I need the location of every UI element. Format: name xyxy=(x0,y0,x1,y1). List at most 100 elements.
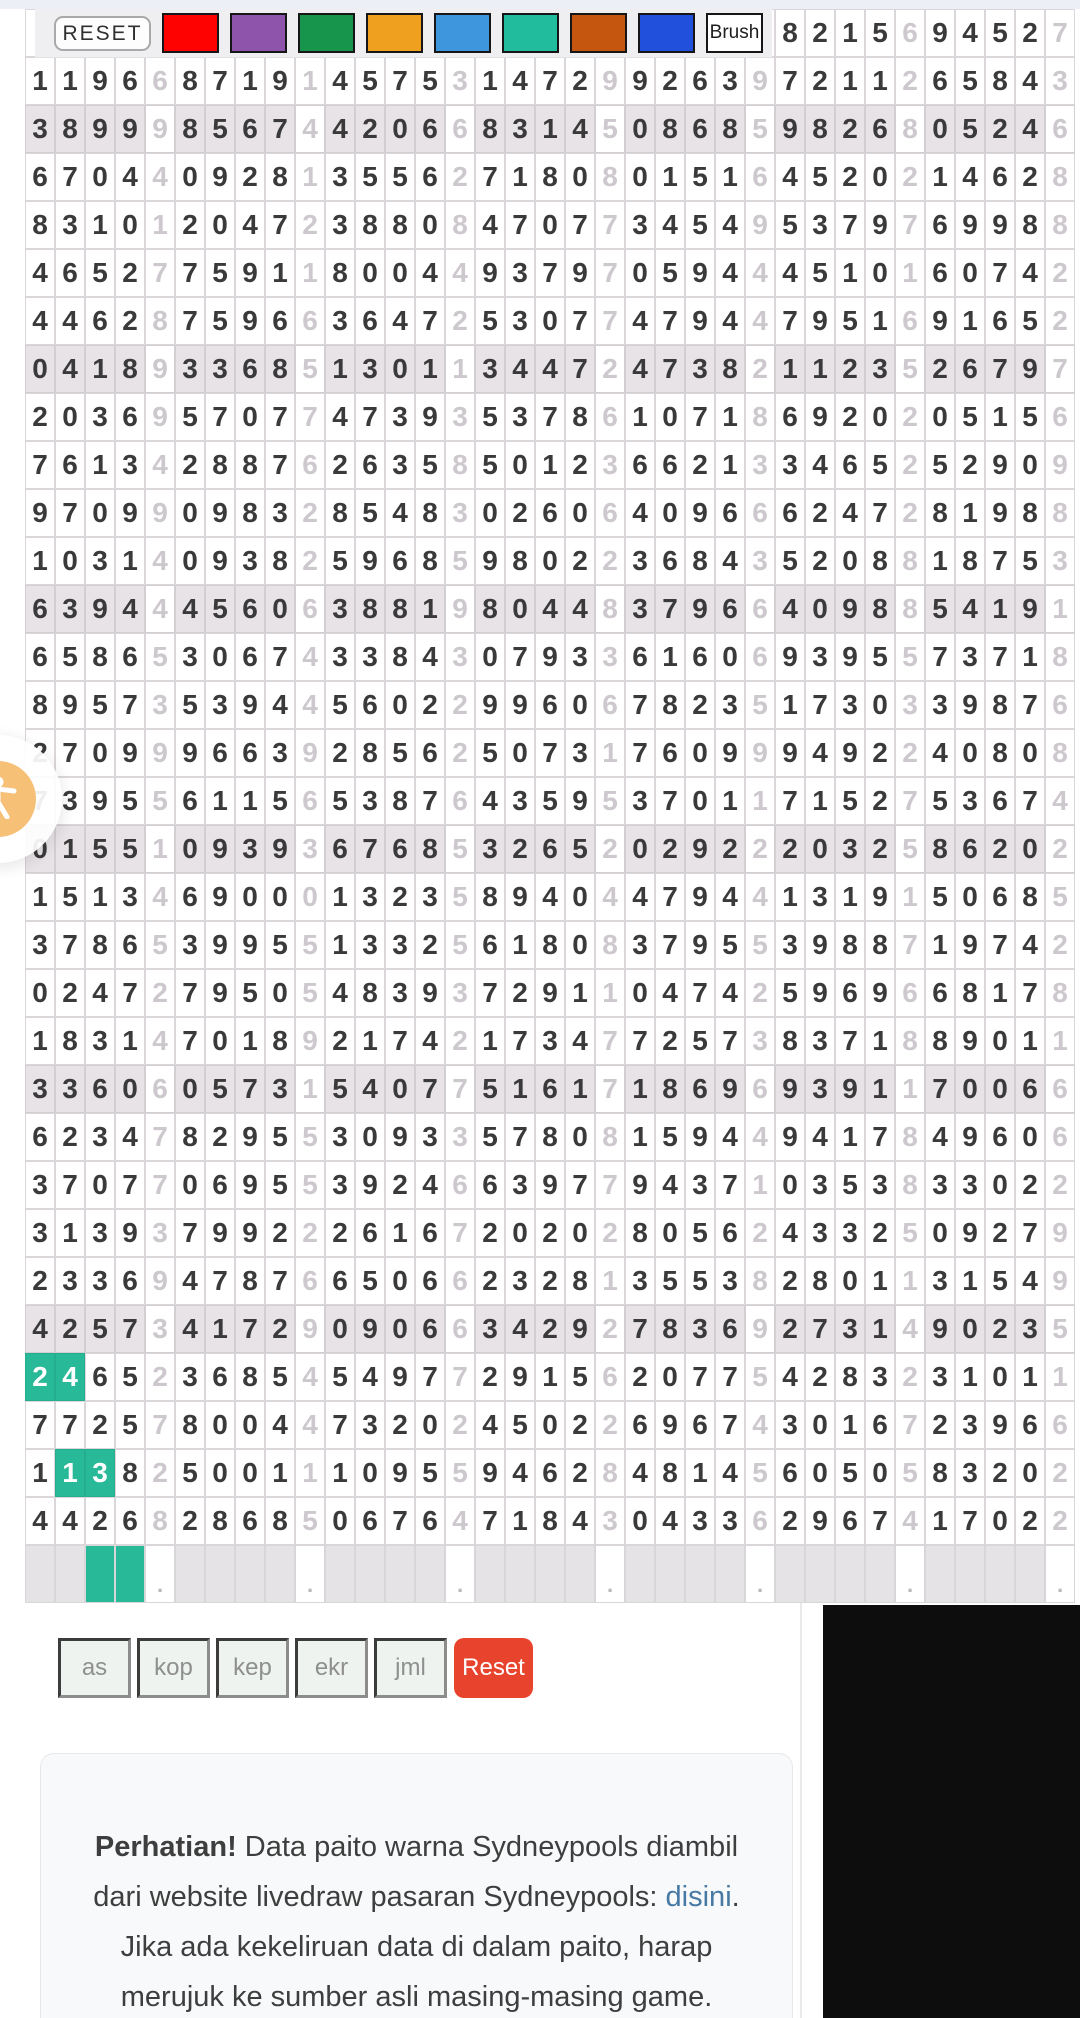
digit-cell[interactable]: 6 xyxy=(85,1065,115,1113)
digit-cell[interactable]: 7 xyxy=(175,1017,205,1065)
digit-cell[interactable]: 6 xyxy=(985,873,1015,921)
digit-cell[interactable]: 6 xyxy=(625,633,655,681)
sum-cell[interactable]: 9 xyxy=(745,729,775,777)
digit-cell[interactable]: 6 xyxy=(655,537,685,585)
digit-cell[interactable]: 3 xyxy=(625,1257,655,1305)
digit-cell[interactable]: 7 xyxy=(685,393,715,441)
digit-cell[interactable]: 3 xyxy=(325,1113,355,1161)
digit-cell[interactable]: 3 xyxy=(835,825,865,873)
sum-cell[interactable]: 3 xyxy=(145,681,175,729)
digit-cell[interactable]: 8 xyxy=(175,57,205,105)
footer-cell[interactable] xyxy=(985,1545,1015,1603)
digit-cell[interactable]: 0 xyxy=(115,1065,145,1113)
digit-cell[interactable]: 0 xyxy=(115,201,145,249)
digit-cell[interactable]: 2 xyxy=(865,777,895,825)
digit-cell[interactable]: 1 xyxy=(835,249,865,297)
footer-cell[interactable]: . xyxy=(1045,1545,1075,1603)
digit-cell[interactable]: 0 xyxy=(865,393,895,441)
digit-cell[interactable]: 3 xyxy=(325,297,355,345)
digit-cell[interactable]: 3 xyxy=(805,1161,835,1209)
digit-cell[interactable]: 5 xyxy=(205,585,235,633)
digit-cell[interactable]: 7 xyxy=(655,777,685,825)
digit-cell[interactable]: 8 xyxy=(415,537,445,585)
digit-cell[interactable]: 3 xyxy=(175,1353,205,1401)
digit-cell[interactable]: 7 xyxy=(565,201,595,249)
digit-cell[interactable]: 0 xyxy=(805,1401,835,1449)
digit-cell[interactable]: 0 xyxy=(205,1401,235,1449)
digit-cell[interactable]: 9 xyxy=(865,969,895,1017)
digit-cell[interactable]: 8 xyxy=(265,345,295,393)
digit-cell[interactable]: 8 xyxy=(535,1497,565,1545)
digit-cell[interactable]: 0 xyxy=(625,249,655,297)
digit-cell[interactable]: 7 xyxy=(925,633,955,681)
digit-cell[interactable]: 0 xyxy=(385,105,415,153)
digit-cell[interactable]: 3 xyxy=(205,681,235,729)
digit-cell[interactable]: 7 xyxy=(25,441,55,489)
digit-cell[interactable]: 2 xyxy=(775,825,805,873)
digit-cell[interactable]: 7 xyxy=(175,249,205,297)
digit-cell[interactable]: 0 xyxy=(235,873,265,921)
digit-cell[interactable]: 9 xyxy=(685,489,715,537)
sum-cell[interactable]: 8 xyxy=(595,153,625,201)
sum-cell[interactable]: 2 xyxy=(295,489,325,537)
digit-cell[interactable]: 7 xyxy=(535,393,565,441)
sum-cell[interactable]: 7 xyxy=(145,249,175,297)
digit-cell[interactable]: 3 xyxy=(685,1305,715,1353)
digit-cell[interactable]: 6 xyxy=(985,153,1015,201)
digit-cell[interactable]: 0 xyxy=(505,585,535,633)
digit-cell[interactable]: 7 xyxy=(355,825,385,873)
digit-cell[interactable]: 1 xyxy=(475,57,505,105)
sum-cell[interactable]: 2 xyxy=(145,1353,175,1401)
digit-cell[interactable]: 4 xyxy=(55,297,85,345)
sum-cell[interactable]: 5 xyxy=(745,681,775,729)
digit-cell[interactable]: 4 xyxy=(625,345,655,393)
digit-cell[interactable]: 9 xyxy=(865,201,895,249)
digit-cell[interactable]: 1 xyxy=(115,537,145,585)
digit-cell[interactable]: 9 xyxy=(805,1497,835,1545)
digit-cell[interactable]: 0 xyxy=(475,489,505,537)
digit-cell[interactable]: 7 xyxy=(25,1401,55,1449)
digit-cell[interactable]: 5 xyxy=(985,1257,1015,1305)
digit-cell[interactable]: 2 xyxy=(925,1401,955,1449)
digit-cell[interactable]: 1 xyxy=(325,345,355,393)
sum-cell[interactable]: 3 xyxy=(1045,57,1075,105)
sum-cell[interactable]: 3 xyxy=(595,1497,625,1545)
digit-cell[interactable]: 6 xyxy=(235,585,265,633)
sum-cell[interactable]: 7 xyxy=(595,297,625,345)
digit-cell[interactable]: 7 xyxy=(715,1017,745,1065)
digit-cell[interactable]: 3 xyxy=(775,441,805,489)
sum-cell[interactable]: 8 xyxy=(1045,153,1075,201)
digit-cell[interactable]: 7 xyxy=(415,1353,445,1401)
sum-cell[interactable]: 8 xyxy=(895,1017,925,1065)
digit-cell[interactable]: 5 xyxy=(85,1305,115,1353)
footer-cell[interactable] xyxy=(175,1545,205,1603)
digit-cell[interactable]: 3 xyxy=(835,681,865,729)
sum-cell[interactable]: 9 xyxy=(145,345,175,393)
sum-cell[interactable]: 6 xyxy=(745,1497,775,1545)
sum-cell[interactable]: 9 xyxy=(1045,441,1075,489)
footer-cell[interactable] xyxy=(685,1545,715,1603)
digit-cell[interactable]: 6 xyxy=(535,1449,565,1497)
digit-cell[interactable]: 8 xyxy=(235,489,265,537)
digit-cell[interactable]: 5 xyxy=(685,1257,715,1305)
digit-cell[interactable]: 5 xyxy=(775,537,805,585)
sum-cell[interactable]: 4 xyxy=(145,873,175,921)
sum-cell[interactable]: 6 xyxy=(445,105,475,153)
digit-cell[interactable]: 6 xyxy=(325,825,355,873)
digit-cell[interactable]: 5 xyxy=(925,441,955,489)
digit-cell[interactable]: 6 xyxy=(655,441,685,489)
digit-cell[interactable]: 3 xyxy=(955,1401,985,1449)
sum-cell[interactable]: 6 xyxy=(295,1257,325,1305)
digit-cell[interactable]: 4 xyxy=(925,729,955,777)
sum-cell[interactable]: 5 xyxy=(295,345,325,393)
digit-cell[interactable]: 7 xyxy=(985,537,1015,585)
filter-kop-button[interactable]: kop xyxy=(137,1638,210,1698)
sum-cell[interactable]: 2 xyxy=(595,825,625,873)
digit-cell[interactable]: 8 xyxy=(235,441,265,489)
digit-cell[interactable]: 4 xyxy=(475,777,505,825)
digit-cell[interactable]: 7 xyxy=(655,873,685,921)
digit-cell[interactable]: 8 xyxy=(775,9,805,57)
digit-cell[interactable]: 8 xyxy=(475,585,505,633)
digit-cell[interactable]: 9 xyxy=(475,681,505,729)
digit-cell[interactable]: 9 xyxy=(685,921,715,969)
